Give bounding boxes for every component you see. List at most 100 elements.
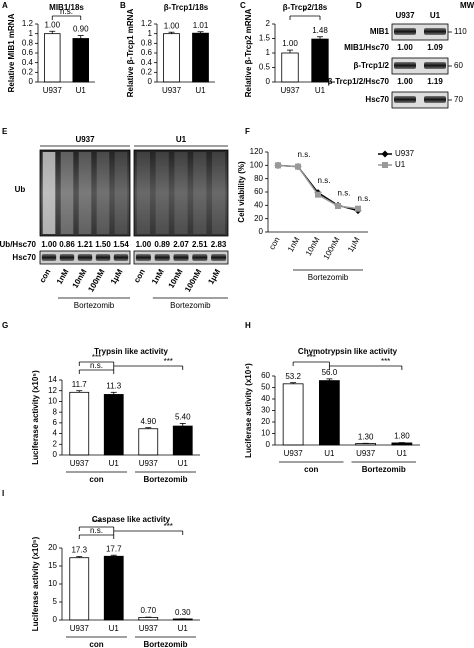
blot-band bbox=[211, 254, 227, 261]
blot-band bbox=[59, 254, 75, 261]
ratio-label: Ub/Hsc70 bbox=[0, 240, 37, 249]
x-tick-label: U937 bbox=[70, 459, 90, 468]
value-label: 1.00 bbox=[164, 21, 180, 30]
value-label: 1.00 bbox=[44, 20, 60, 29]
x-tick-label: U937 bbox=[356, 449, 376, 458]
value-label: 0.90 bbox=[73, 25, 89, 34]
x-tick-label: U1 bbox=[109, 459, 120, 468]
x-tick-label: U1 bbox=[315, 86, 326, 95]
y-tick-label: 50 bbox=[261, 383, 270, 392]
bar bbox=[69, 557, 90, 621]
bar bbox=[319, 380, 340, 446]
row-label: MIB1 bbox=[370, 27, 390, 36]
y-tick-label: 0.8 bbox=[141, 38, 153, 47]
value-label: 11.3 bbox=[106, 381, 122, 390]
annotation: n.s. bbox=[318, 176, 331, 185]
x-tick-label: U1 bbox=[109, 624, 120, 633]
ratio-value: 1.50 bbox=[95, 240, 111, 249]
y-tick-label: 0.2 bbox=[22, 67, 34, 76]
significance-label: *** bbox=[164, 522, 173, 531]
value-label: 1.48 bbox=[312, 26, 328, 35]
lane-label: 1μM bbox=[206, 267, 222, 286]
y-tick-label: 20 bbox=[48, 543, 57, 552]
panel-letter: G bbox=[2, 321, 8, 330]
chart-title: Chymotrypsin like activity bbox=[298, 347, 398, 356]
legend-marker bbox=[382, 162, 388, 168]
ratio-value: 0.86 bbox=[59, 240, 75, 249]
blot-band bbox=[77, 254, 93, 261]
x-tick-label: con bbox=[267, 236, 281, 252]
bar bbox=[69, 391, 90, 456]
y-tick-label: 0 bbox=[259, 227, 264, 236]
y-tick-label: 0.4 bbox=[22, 58, 34, 67]
y-axis-label: Relative MIB1 mRNA bbox=[7, 13, 16, 92]
x-tick-label: 1μM bbox=[346, 235, 362, 253]
ratio-value: 2.83 bbox=[211, 240, 227, 249]
y-tick-label: 10 bbox=[48, 579, 57, 588]
row-label: Ub bbox=[15, 185, 26, 194]
treatment-label: Bortezomib bbox=[74, 301, 115, 310]
y-tick-label: 1.2 bbox=[141, 19, 153, 28]
chart-title: β-Trcp2/18s bbox=[283, 3, 328, 12]
annotation: n.s. bbox=[338, 188, 351, 197]
x-tick-label: U937 bbox=[280, 86, 300, 95]
blot-lane bbox=[136, 152, 150, 234]
y-tick-label: 0 bbox=[53, 615, 58, 624]
y-tick-label: 12 bbox=[48, 386, 57, 395]
y-tick-label: 1 bbox=[266, 48, 271, 57]
blot-lane bbox=[193, 152, 207, 234]
blot-band bbox=[394, 62, 416, 69]
ratio-label: β-Trcp1/2/Hsc70 bbox=[328, 77, 390, 86]
chart-title: Caspase like activity bbox=[92, 515, 171, 524]
y-tick-label: 6 bbox=[53, 418, 58, 427]
chart-title: MIB1/18s bbox=[49, 3, 84, 12]
value-label: 1.80 bbox=[394, 432, 410, 441]
y-tick-label: 0 bbox=[266, 77, 271, 86]
blot-band bbox=[394, 96, 416, 103]
x-tick-label: 10nM bbox=[304, 235, 322, 257]
marker bbox=[295, 163, 301, 170]
value-label: 17.7 bbox=[106, 544, 122, 553]
bar bbox=[103, 555, 124, 621]
blot-lane bbox=[78, 152, 92, 234]
significance-label: *** bbox=[381, 357, 390, 366]
marker bbox=[315, 191, 321, 198]
value-label: 1.30 bbox=[358, 432, 374, 441]
value-label: 17.3 bbox=[71, 546, 87, 555]
treatment-label: Bortezomib bbox=[170, 301, 211, 310]
significance-label: n.s. bbox=[60, 7, 73, 16]
value-label: 0.70 bbox=[140, 606, 156, 615]
ratio-value: 0.89 bbox=[154, 240, 170, 249]
y-tick-label: 14 bbox=[48, 375, 57, 384]
y-tick-label: 10 bbox=[261, 429, 270, 438]
ratio-value: 1.00 bbox=[41, 240, 57, 249]
x-tick-label: U1 bbox=[324, 449, 335, 458]
x-tick-label: U1 bbox=[178, 459, 189, 468]
ratio-value: 1.00 bbox=[397, 43, 413, 52]
y-axis-label: Luciferase activity (x10⁴) bbox=[244, 363, 253, 458]
bar bbox=[311, 38, 329, 83]
value-label: 4.90 bbox=[140, 417, 156, 426]
bar bbox=[281, 52, 299, 83]
blot-lane bbox=[155, 152, 169, 234]
panel-letter: D bbox=[356, 1, 362, 10]
lane-label: 1nM bbox=[55, 267, 71, 286]
row-label: Hsc70 bbox=[365, 95, 389, 104]
y-tick-label: 60 bbox=[261, 371, 270, 380]
y-tick-label: 0.8 bbox=[22, 38, 34, 47]
row-label: β-Trcp1/2 bbox=[353, 61, 389, 70]
mw-label: 70 bbox=[454, 95, 463, 104]
lane-label: con bbox=[38, 267, 53, 284]
blot-band bbox=[154, 254, 170, 261]
y-tick-label: 10 bbox=[48, 397, 57, 406]
ratio-value: 1.19 bbox=[427, 77, 443, 86]
y-tick-label: 20 bbox=[261, 417, 270, 426]
blot-lane bbox=[42, 152, 56, 234]
marker bbox=[355, 205, 361, 212]
group-label: Bortezomib bbox=[144, 475, 188, 484]
loading-label: Hsc70 bbox=[12, 253, 36, 262]
blot-band bbox=[192, 254, 208, 261]
ratio-value: 1.21 bbox=[77, 240, 93, 249]
blot-band bbox=[424, 28, 446, 35]
ratio-value: 1.00 bbox=[136, 240, 152, 249]
